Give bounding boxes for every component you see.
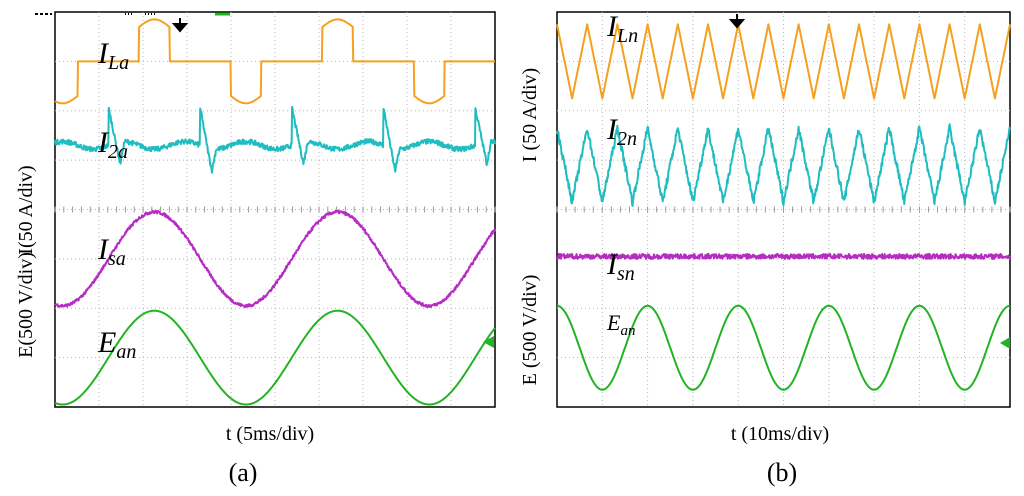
trace-label-b-4: Ean bbox=[606, 310, 635, 339]
trace-label-a-4: Ean bbox=[97, 326, 136, 363]
trace-label-b-1: ILn bbox=[606, 10, 638, 47]
panel-a-ylabel-bottom: E(500 V/div) bbox=[15, 252, 37, 358]
panel-a-xlabel: t (5ms/div) bbox=[226, 423, 314, 445]
panel-b-ylabel-top: I (50 A/div) bbox=[519, 68, 541, 162]
trace-label-b-3: Isn bbox=[606, 248, 635, 285]
ground-arrow-icon bbox=[1000, 337, 1010, 349]
trace-label-a-1: ILa bbox=[97, 37, 129, 74]
panel-b-xlabel: t (10ms/div) bbox=[731, 423, 829, 445]
panel-a: ILa I2a Isa Ean I(50 A/div) E(500 V/div)… bbox=[15, 11, 496, 487]
trace-i-2n bbox=[556, 123, 1011, 207]
panel-b-grid bbox=[556, 12, 1011, 407]
panel-a-tag: (a) bbox=[229, 458, 258, 487]
panel-b-tag: (b) bbox=[767, 458, 797, 487]
panel-a-ylabel-top: I(50 A/div) bbox=[15, 165, 37, 254]
trace-label-a-3: Isa bbox=[97, 233, 126, 270]
trace-e-an bbox=[556, 304, 1011, 391]
trace-label-b-2: I2n bbox=[606, 113, 637, 150]
trace-e-an bbox=[54, 309, 496, 406]
trace-i-ln bbox=[556, 23, 1011, 100]
panel-b-traces bbox=[556, 23, 1011, 391]
panel-b-ylabel-bottom: E (500 V/div) bbox=[519, 275, 541, 386]
trace-i-sn bbox=[556, 252, 1011, 260]
trace-i-sa bbox=[54, 209, 496, 309]
trace-i-la bbox=[54, 18, 496, 105]
trigger-arrow-icon bbox=[728, 14, 746, 29]
panel-a-traces bbox=[54, 18, 496, 406]
trace-i-2a bbox=[54, 105, 496, 174]
trigger-arrow-icon bbox=[171, 18, 189, 33]
ground-arrow-icon bbox=[483, 336, 494, 348]
trace-label-a-2: I2a bbox=[97, 126, 128, 163]
panel-b: ILn I2n Isn Ean I (50 A/div) E (500 V/di… bbox=[519, 10, 1011, 487]
